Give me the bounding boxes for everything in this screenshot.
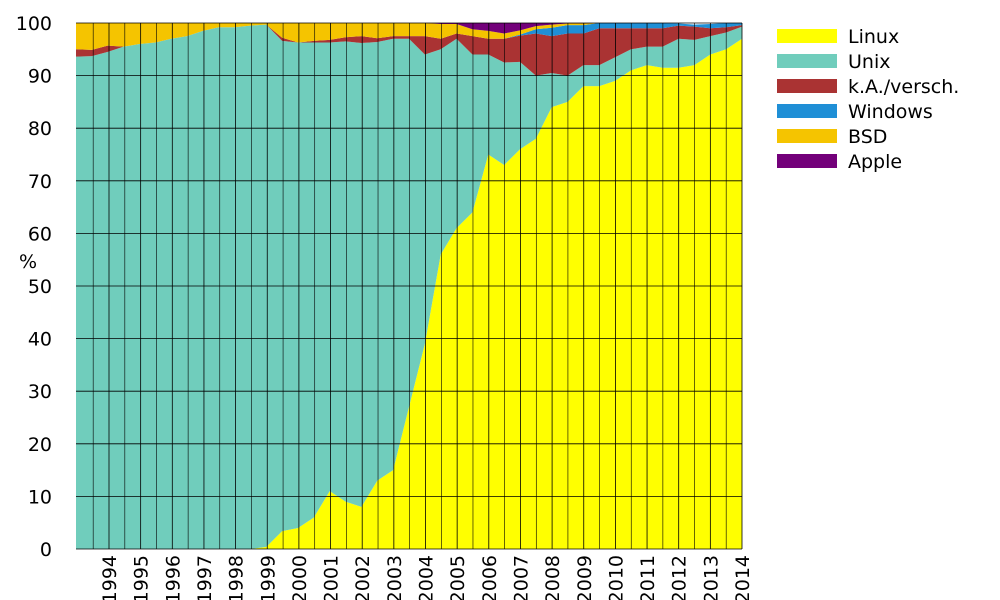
- x-tick-label: 1996: [162, 555, 184, 600]
- y-axis: 0 10 20 30 40 50 60 70 80 90 100: [16, 13, 52, 561]
- areas-layer: [76, 23, 742, 549]
- legend-label: Linux: [848, 26, 899, 48]
- legend-label: k.A./versch.: [848, 76, 959, 98]
- x-tick-label: 2012: [669, 555, 691, 600]
- legend: Linux Unix k.A./versch. Windows BSD Apple: [777, 26, 959, 173]
- legend-item-bsd: BSD: [777, 126, 887, 148]
- x-tick-label: 2002: [352, 555, 374, 600]
- y-tick-label: 100: [16, 13, 52, 35]
- area-unix: [76, 24, 742, 549]
- x-tick-label: 2008: [542, 555, 564, 600]
- area-bsd: [76, 23, 742, 50]
- x-tick-label: 1998: [226, 555, 248, 600]
- x-tick-label: 2004: [416, 555, 438, 600]
- x-tick-label: 2006: [479, 555, 501, 600]
- legend-swatch: [777, 154, 837, 168]
- legend-label: Unix: [848, 51, 890, 73]
- y-tick-label: 50: [28, 276, 52, 298]
- x-tick-label: 2005: [447, 555, 469, 600]
- area-linux: [76, 38, 742, 549]
- legend-item-linux: Linux: [777, 26, 899, 48]
- x-tick-label: 2013: [700, 555, 722, 600]
- x-tick-label: 1995: [131, 555, 153, 600]
- y-tick-label: 20: [28, 434, 52, 456]
- x-tick-label: 2009: [574, 555, 596, 600]
- y-tick-label: 10: [28, 486, 52, 508]
- y-tick-label: 80: [28, 118, 52, 140]
- x-tick-label: 2014: [732, 555, 754, 600]
- x-tick-label: 2000: [289, 555, 311, 600]
- legend-label: Windows: [848, 101, 933, 123]
- y-tick-label: 90: [28, 66, 52, 88]
- legend-swatch: [777, 29, 837, 43]
- x-tick-label: 2001: [321, 555, 343, 600]
- x-tick-label: 2010: [605, 555, 627, 600]
- legend-swatch: [777, 104, 837, 118]
- legend-item-windows: Windows: [777, 101, 933, 123]
- area-k-a-versch: [76, 24, 742, 76]
- grid-layer: [76, 22, 743, 550]
- y-axis-label: %: [19, 251, 37, 273]
- legend-item-k-a-versch: k.A./versch.: [777, 76, 959, 98]
- x-tick-label: 2011: [637, 555, 659, 600]
- x-tick-label: 1997: [194, 555, 216, 600]
- x-tick-label: 2007: [510, 555, 532, 600]
- legend-label: Apple: [848, 151, 902, 173]
- y-tick-label: 0: [40, 539, 52, 561]
- area-windows: [76, 23, 742, 50]
- legend-label: BSD: [848, 126, 887, 148]
- x-axis: 1994 1995 1996 1997 1998 1999 2000 2001 2002 2003…: [99, 555, 754, 600]
- legend-item-apple: Apple: [777, 151, 902, 173]
- y-tick-label: 60: [28, 223, 52, 245]
- legend-swatch: [777, 129, 837, 143]
- legend-swatch: [777, 79, 837, 93]
- legend-swatch: [777, 54, 837, 68]
- legend-item-unix: Unix: [777, 51, 890, 73]
- x-tick-label: 1994: [99, 555, 121, 600]
- y-tick-label: 70: [28, 171, 52, 193]
- x-tick-label: 2003: [384, 555, 406, 600]
- x-tick-label: 1999: [257, 555, 279, 600]
- y-tick-label: 30: [28, 381, 52, 403]
- y-tick-label: 40: [28, 329, 52, 351]
